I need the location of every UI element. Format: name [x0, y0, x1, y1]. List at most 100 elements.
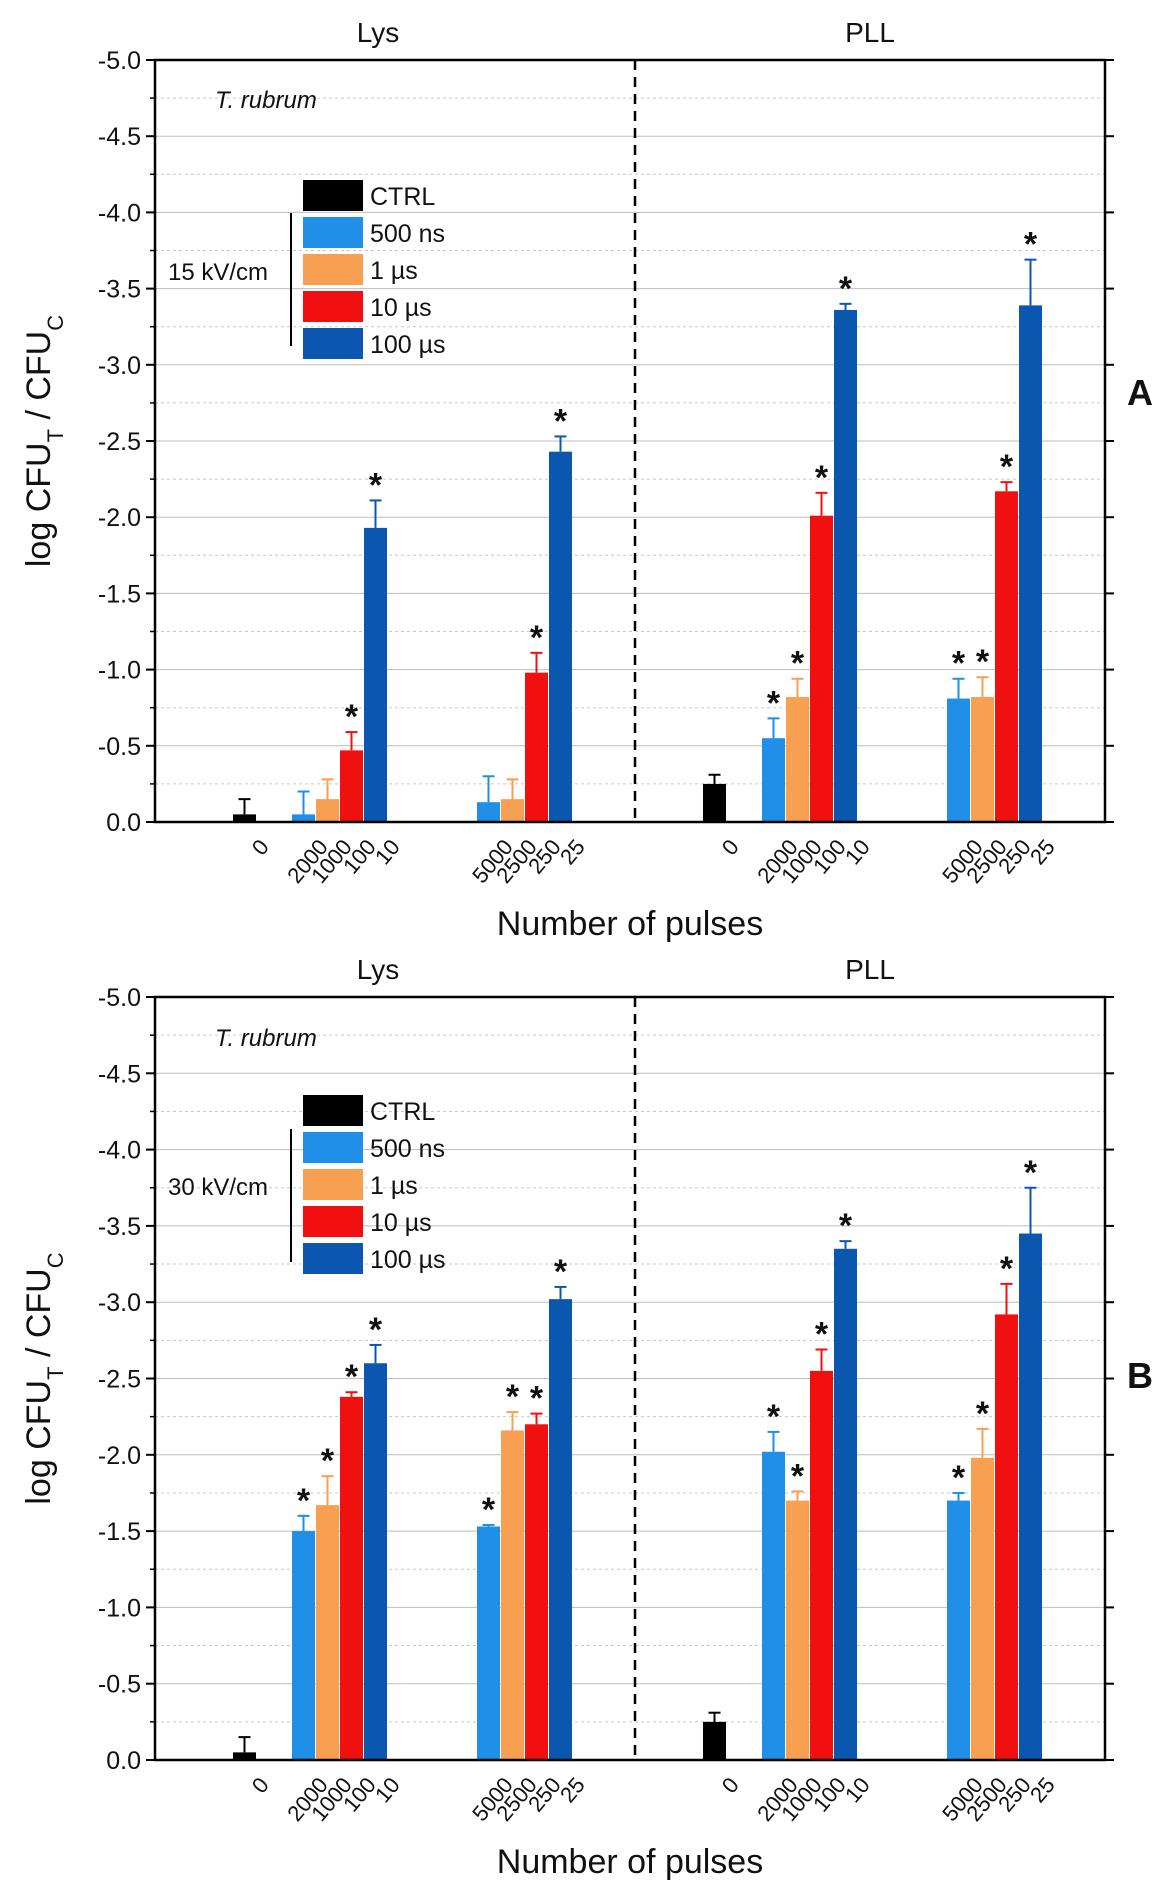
legend-swatch: [303, 1206, 363, 1237]
y-axis-text: log CFU: [20, 1380, 58, 1505]
y-tick-label: -3.0: [98, 1289, 141, 1317]
significance-star: *: [791, 645, 805, 683]
legend-swatch: [303, 1243, 363, 1274]
significance-star: *: [554, 1253, 568, 1291]
significance-star: *: [369, 1311, 383, 1349]
plot-frame: [153, 995, 1107, 1762]
legend-label: 10 µs: [370, 1209, 432, 1237]
y-tick-label: -4.0: [98, 1137, 141, 1165]
legend-swatch: [303, 217, 363, 248]
bar-CTRL-0: [703, 783, 726, 822]
legend-label: 100 µs: [370, 331, 446, 359]
bar-500-ns-5000: [947, 698, 970, 822]
bar-500-ns-5000: [477, 1526, 500, 1760]
panel-letter: B: [1127, 1355, 1153, 1396]
significance-star: *: [297, 1482, 311, 1520]
bar-500-ns-5000: [477, 802, 500, 822]
legend-label: 10 µs: [370, 294, 432, 322]
x-tick-label: 0: [247, 1772, 274, 1797]
bar-500-ns-2000: [292, 1531, 315, 1760]
significance-star: *: [976, 1395, 990, 1433]
significance-star: *: [1000, 448, 1014, 486]
y-tick-label: -3.5: [98, 276, 141, 304]
chart-panel-B: 0.0 -0.5 -1.0 -1.5 -2.0 -2.5 -3.0 -3.5 -4.0 -4.5 -…: [20, 954, 1153, 1881]
bar-CTRL-0: [703, 1721, 726, 1760]
x-tick-label: 25: [555, 834, 590, 869]
legend: CTRL 500 ns 1 µs 10 µs 100 µs: [303, 180, 446, 359]
significance-star: *: [369, 466, 383, 504]
y-tick-label: -2.0: [98, 504, 141, 532]
y-axis-subscript: C: [43, 315, 68, 331]
y-tick-label: 0.0: [106, 1747, 141, 1775]
legend-label: CTRL: [370, 1098, 435, 1126]
significance-star: *: [1024, 226, 1038, 264]
x-tick-label: 0: [717, 834, 744, 859]
y-tick-label: -5.0: [98, 984, 141, 1012]
x-tick-label: 25: [1025, 834, 1060, 869]
x-tick-label: 10: [370, 834, 405, 869]
y-tick-label: 0.0: [106, 809, 141, 837]
plot-frame: [153, 58, 1107, 824]
significance-star: *: [791, 1457, 805, 1495]
bar-100-us-25: [549, 1299, 572, 1760]
y-tick-label: -0.5: [98, 733, 141, 761]
bar-10-us-250: [995, 491, 1018, 822]
bar-100-us-25: [1019, 1233, 1042, 1760]
bar-100-us-10: [834, 309, 857, 822]
y-tick-label: -1.5: [98, 1518, 141, 1546]
section-label-lys: Lys: [357, 954, 400, 985]
bar-1-us-1000: [316, 1505, 339, 1760]
y-tick-label: -5.0: [98, 47, 141, 75]
y-tick-label: -1.0: [98, 1594, 141, 1622]
legend-label: 500 ns: [370, 1135, 445, 1163]
panel-letter: A: [1127, 372, 1153, 413]
significance-star: *: [767, 1398, 781, 1436]
y-tick-label: -2.5: [98, 428, 141, 456]
field-strength-label: 15 kV/cm: [168, 259, 268, 286]
legend-label: 500 ns: [370, 220, 445, 248]
significance-star: *: [815, 1316, 829, 1354]
bar-10-us-100: [810, 1370, 833, 1760]
bar-100-us-25: [549, 451, 572, 822]
bar-10-us-250: [525, 1424, 548, 1760]
bar-10-us-100: [810, 515, 833, 822]
x-axis-label: Number of pulses: [497, 1843, 763, 1881]
bar-CTRL-0: [233, 814, 256, 822]
bar-500-ns-2000: [762, 738, 785, 822]
significance-star: *: [839, 270, 853, 308]
significance-star: *: [482, 1491, 496, 1529]
legend-label: CTRL: [370, 183, 435, 211]
bar-500-ns-2000: [762, 1451, 785, 1760]
y-tick-label: -4.0: [98, 199, 141, 227]
x-tick-label: 0: [247, 834, 274, 859]
bar-1-us-1000: [786, 697, 809, 822]
legend-swatch: [303, 1095, 363, 1126]
x-axis-label: Number of pulses: [497, 905, 763, 943]
bar-100-us-10: [834, 1248, 857, 1760]
section-label-pll: PLL: [845, 954, 895, 985]
bar-10-us-250: [995, 1314, 1018, 1760]
significance-star: *: [815, 459, 829, 497]
y-axis-subscript: T: [43, 1366, 68, 1379]
y-tick-label: -0.5: [98, 1671, 141, 1699]
significance-star: *: [1024, 1154, 1038, 1192]
x-tick-label: 10: [370, 1772, 405, 1807]
bar-1-us-2500: [501, 1430, 524, 1760]
significance-star: *: [952, 645, 966, 683]
organism-label: T. rubrum: [215, 87, 317, 114]
x-tick-label: 10: [840, 1772, 875, 1807]
legend-swatch: [303, 291, 363, 322]
y-tick-label: -4.5: [98, 123, 141, 151]
legend-label: 1 µs: [370, 1172, 418, 1200]
legend-label: 100 µs: [370, 1246, 446, 1274]
bar-1-us-2500: [971, 697, 994, 822]
y-axis-text: / CFU: [20, 331, 58, 429]
legend-swatch: [303, 1169, 363, 1200]
bar-1-us-2500: [501, 799, 524, 822]
bar-10-us-100: [340, 1396, 363, 1760]
y-tick-label: -3.0: [98, 352, 141, 380]
y-tick-label: -1.0: [98, 657, 141, 685]
y-axis-subscript: T: [43, 429, 68, 442]
x-tick-label: 10: [840, 834, 875, 869]
